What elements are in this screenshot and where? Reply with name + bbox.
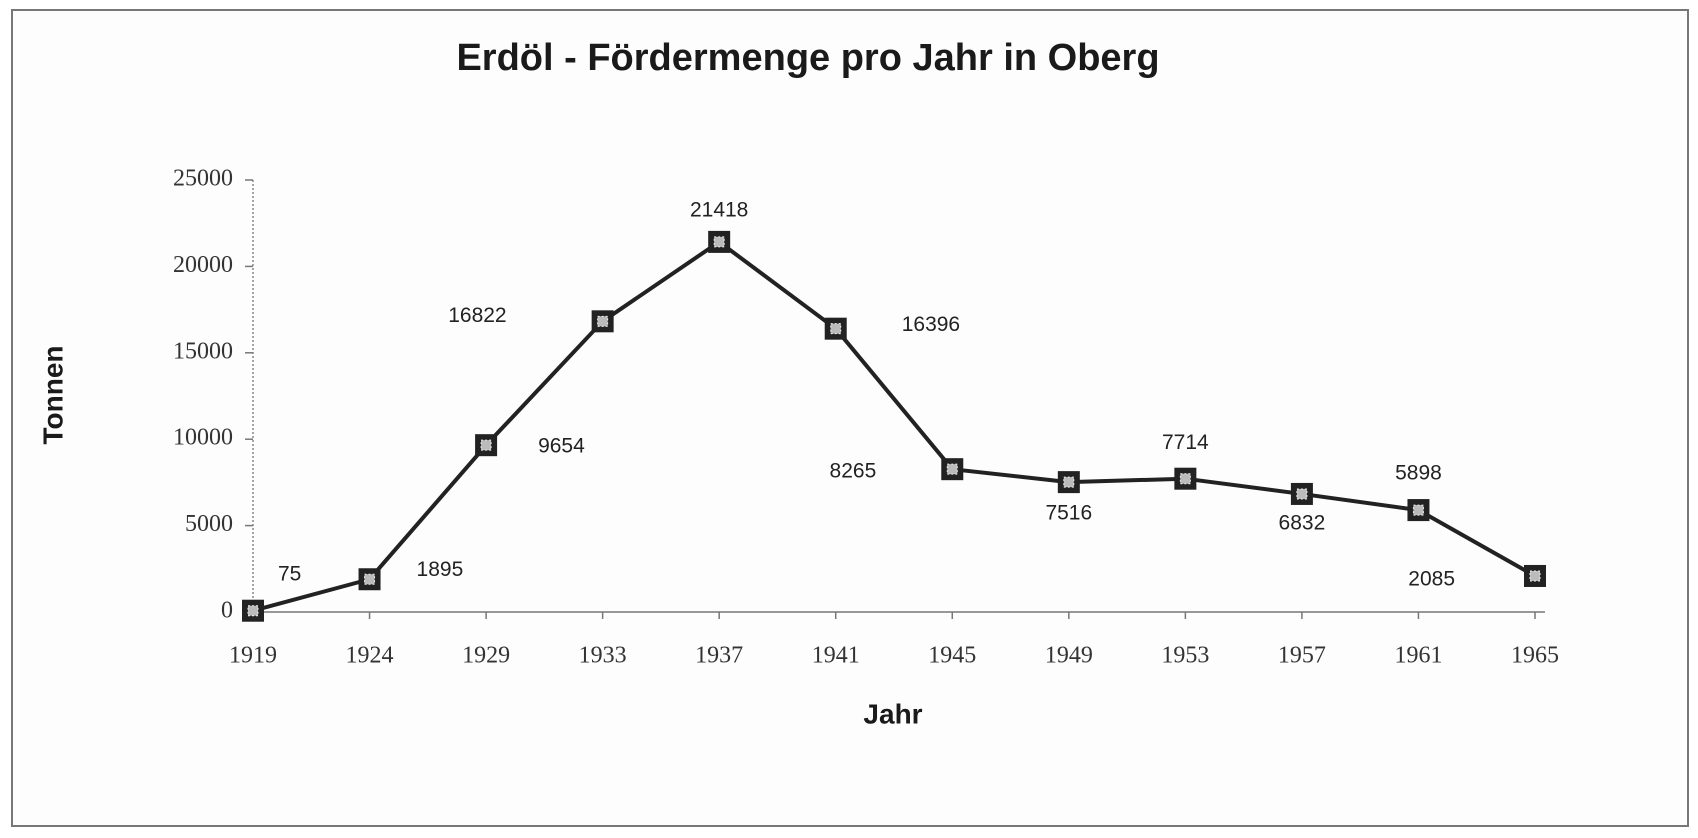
- x-axis-title: Jahr: [863, 698, 922, 729]
- marker-inner: [1063, 476, 1075, 488]
- x-tick-label: 1941: [812, 643, 860, 669]
- y-tick-label: 10000: [173, 425, 233, 451]
- x-tick-label: 1929: [462, 643, 510, 669]
- marker-inner: [1412, 504, 1424, 516]
- data-label: 16396: [902, 313, 960, 336]
- data-label: 1895: [417, 558, 464, 581]
- x-tick-label: 1924: [346, 643, 394, 669]
- x-tick-label: 1933: [579, 643, 627, 669]
- x-tick-label: 1949: [1045, 643, 1093, 669]
- marker-inner: [946, 463, 958, 475]
- marker-inner: [1529, 570, 1541, 582]
- marker-inner: [1179, 473, 1191, 485]
- data-label: 7516: [1045, 502, 1092, 525]
- x-tick-label: 1937: [695, 643, 743, 669]
- marker-inner: [597, 315, 609, 327]
- x-tick-label: 1957: [1278, 643, 1326, 669]
- x-tick-label: 1953: [1161, 643, 1209, 669]
- y-axis-title: Tonnen: [37, 345, 68, 444]
- data-label: 9654: [538, 435, 585, 458]
- marker-inner: [830, 323, 842, 335]
- line: [252, 239, 1536, 613]
- data-label: 5898: [1395, 462, 1442, 485]
- x-tick-label: 1945: [928, 643, 976, 669]
- marker-inner: [364, 573, 376, 585]
- marker-inner: [480, 439, 492, 451]
- marker-inner: [247, 605, 259, 617]
- data-label: 75: [278, 562, 301, 585]
- data-label: 16822: [448, 304, 506, 327]
- data-label: 21418: [690, 198, 748, 221]
- y-tick-label: 15000: [173, 338, 233, 364]
- data-label: 2085: [1408, 568, 1455, 591]
- x-tick-label: 1961: [1394, 643, 1442, 669]
- marker-inner: [1296, 488, 1308, 500]
- chart-frame: [11, 9, 1689, 827]
- x-tick-label: 1919: [229, 643, 277, 669]
- chart-title: Erdöl - Fördermenge pro Jahr in Oberg: [456, 37, 1159, 79]
- y-tick-label: 20000: [173, 252, 233, 278]
- x-tick-label: 1965: [1511, 643, 1559, 669]
- y-tick-label: 25000: [173, 166, 233, 192]
- y-tick-label: 0: [221, 598, 233, 624]
- data-label: 6832: [1279, 511, 1326, 534]
- data-label: 7714: [1162, 431, 1209, 454]
- data-label: 8265: [830, 460, 877, 483]
- marker-inner: [713, 236, 725, 248]
- y-tick-label: 5000: [185, 511, 233, 537]
